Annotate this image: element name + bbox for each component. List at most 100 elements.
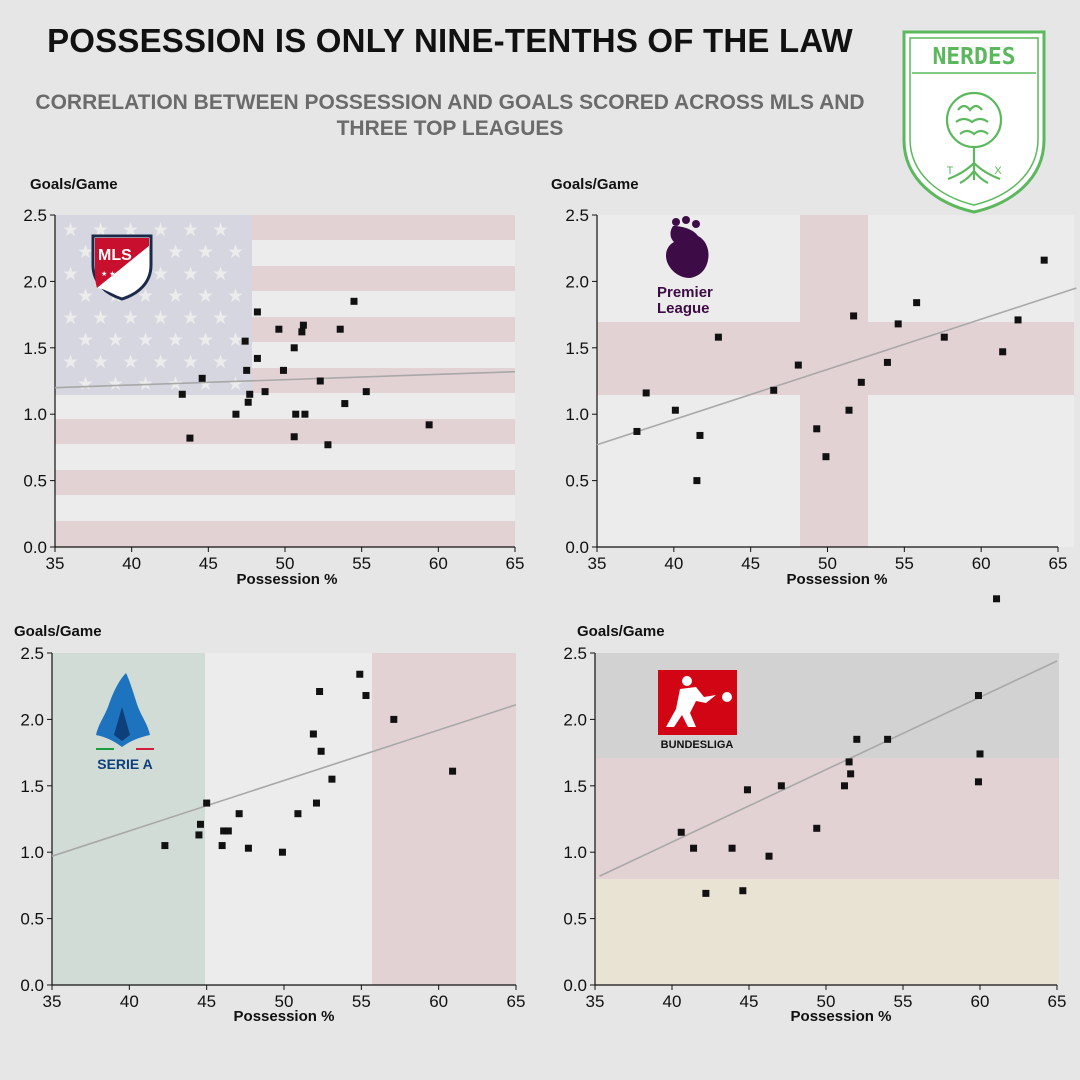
data-point: [341, 400, 349, 408]
data-point: [714, 333, 722, 341]
chart-panel-bundesliga: BUNDESLIGA 35 40 45 50 55 60 65 0.0 0.5 1.0 1.5 2.0…: [540, 617, 1080, 1057]
data-point: [822, 453, 830, 461]
svg-text:★: ★: [167, 285, 184, 307]
svg-text:★: ★: [182, 219, 199, 241]
axes-seriea: 35 40 45 50 55 60 65 0.0 0.5 1.0 1.5 2.0 2.5: [20, 644, 525, 1011]
nerdes-logo-letter-t: T: [947, 165, 954, 177]
x-tick-label: 55: [352, 992, 371, 1011]
x-tick-label: 40: [664, 554, 683, 573]
svg-text:★: ★: [197, 241, 214, 263]
y-tick-label: 1.5: [20, 777, 44, 796]
x-tick-label: 55: [895, 554, 914, 573]
trendline-epl: [596, 287, 1077, 446]
x-tick-label: 50: [276, 554, 295, 573]
data-point: [309, 730, 317, 738]
svg-text:★: ★: [182, 351, 199, 373]
data-point: [350, 297, 358, 305]
data-point: [696, 431, 704, 439]
data-point: [671, 406, 679, 414]
data-point: [275, 325, 283, 333]
svg-text:★: ★: [152, 307, 169, 329]
data-point: [316, 688, 324, 696]
svg-text:★: ★: [107, 373, 124, 395]
y-tick-label: 0.0: [20, 976, 44, 995]
data-point: [913, 299, 921, 307]
x-axis-label-mls: Possession %: [237, 571, 338, 588]
svg-text:★: ★: [197, 329, 214, 351]
svg-text:★: ★: [152, 219, 169, 241]
points-seriea: [161, 670, 457, 856]
data-point: [690, 844, 698, 852]
data-point: [940, 333, 948, 341]
y-tick-label: 1.0: [20, 843, 44, 862]
svg-text:★: ★: [182, 263, 199, 285]
y-tick-label: 0.5: [23, 472, 47, 491]
data-point: [246, 390, 254, 398]
svg-text:★: ★: [227, 241, 244, 263]
chart-svg-bundesliga: BUNDESLIGA 35 40 45 50 55 60 65 0.0 0.5 1.0 1.5 2.0…: [563, 623, 1066, 1025]
data-point: [336, 325, 344, 333]
y-tick-label: 2.0: [565, 272, 589, 291]
svg-text:★: ★: [212, 263, 229, 285]
data-point: [777, 782, 785, 790]
premier-league-logo: Premier League: [657, 216, 713, 317]
data-point: [845, 406, 853, 414]
y-axis-label-seriea: Goals/Game: [14, 623, 102, 640]
axes-bundesliga: 35 40 45 50 55 60 65 0.0 0.5 1.0 1.5 2.0 2.5: [563, 644, 1066, 1011]
y-tick-label: 0.5: [20, 910, 44, 929]
x-tick-label: 65: [1049, 554, 1068, 573]
data-point: [290, 344, 298, 352]
y-axis-label-mls: Goals/Game: [30, 176, 118, 193]
svg-text:★: ★: [227, 329, 244, 351]
bundesliga-logo-text: BUNDESLIGA: [661, 739, 734, 751]
svg-text:★: ★: [107, 329, 124, 351]
data-point: [677, 828, 685, 836]
x-tick-label: 50: [818, 554, 837, 573]
y-axis-label-bundesliga: Goals/Game: [577, 623, 665, 640]
data-point: [324, 441, 332, 449]
x-axis-label-bundesliga: Possession %: [791, 1008, 892, 1025]
data-point: [770, 386, 778, 394]
chart-panel-mls: ★ ★ ★ ★ ★ ★ ★ ★ ★ ★ ★ ★ ★ ★ ★ ★ ★ ★ ★ ★ ★ ★ ★ ★ ★ ★ ★ ★ ★ ★ ★ ★ ★ ★ ★…: [0, 170, 540, 610]
data-point: [1014, 316, 1022, 324]
x-tick-label: 60: [971, 992, 990, 1011]
x-axis-label-seriea: Possession %: [234, 1008, 335, 1025]
y-tick-label: 0.0: [565, 538, 589, 557]
x-tick-label: 45: [740, 992, 759, 1011]
y-tick-label: 1.5: [565, 339, 589, 358]
svg-text:★: ★: [77, 373, 94, 395]
premier-league-logo-text: Premier League: [657, 284, 713, 317]
x-tick-label: 60: [972, 554, 991, 573]
y-tick-label: 2.5: [563, 644, 587, 663]
data-point: [765, 852, 773, 860]
data-point: [850, 312, 858, 320]
data-point: [253, 354, 261, 362]
data-point: [290, 433, 298, 441]
x-tick-label: 35: [586, 992, 605, 1011]
data-point: [178, 390, 186, 398]
x-tick-label: 45: [197, 992, 216, 1011]
data-point: [299, 321, 307, 329]
y-tick-label: 2.0: [23, 272, 47, 291]
premier-league-logo-word-1: Premier: [657, 284, 713, 301]
data-point: [1040, 256, 1048, 264]
nerdes-logo-text: NERDES: [932, 44, 1015, 70]
svg-text:★: ★: [92, 351, 109, 373]
chart-panel-seriea: SERIE A 35 40 45 50 55 60 65 0.0 0.5 1.0 1.5 2.0 2.5…: [0, 617, 540, 1057]
data-point: [161, 842, 169, 850]
data-point: [642, 389, 650, 397]
data-point: [241, 337, 249, 345]
data-point: [884, 735, 892, 743]
svg-text:★: ★: [92, 307, 109, 329]
chart-svg-seriea: SERIE A 35 40 45 50 55 60 65 0.0 0.5 1.0 1.5 2.0 2.5…: [14, 623, 525, 1025]
x-tick-label: 35: [588, 554, 607, 573]
y-tick-label: 1.0: [23, 405, 47, 424]
axes-epl: 35 40 45 50 55 60 65 0.0 0.5 1.0 1.5 2.0 2.5: [565, 206, 1067, 573]
chart-title: POSSESSION IS ONLY NINE-TENTHS OF THE LA…: [47, 22, 853, 59]
data-point: [279, 366, 287, 374]
svg-text:★: ★: [137, 285, 154, 307]
nerdes-logo: NERDES T X: [902, 30, 1046, 214]
data-point: [993, 595, 1001, 603]
trendline-seriea: [51, 704, 517, 857]
y-tick-label: 2.5: [20, 644, 44, 663]
